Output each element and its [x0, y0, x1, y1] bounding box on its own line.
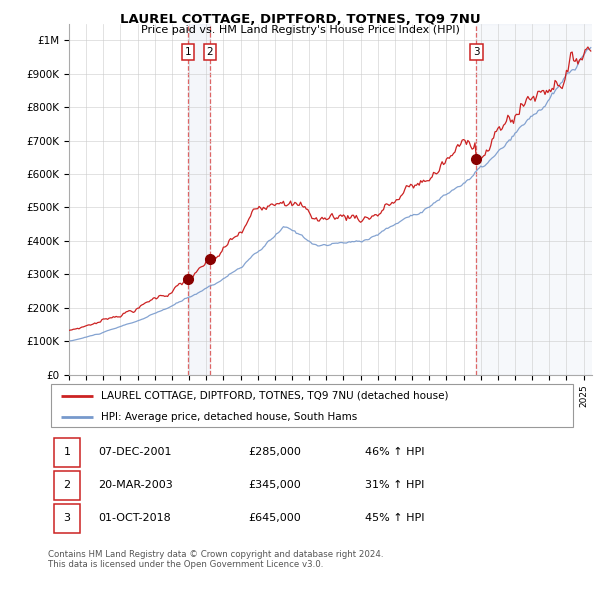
Text: LAUREL COTTAGE, DIPTFORD, TOTNES, TQ9 7NU (detached house): LAUREL COTTAGE, DIPTFORD, TOTNES, TQ9 7N…	[101, 391, 448, 401]
Text: 07-DEC-2001: 07-DEC-2001	[98, 447, 172, 457]
Text: 2: 2	[206, 47, 214, 57]
Bar	[476, 24, 600, 375]
FancyBboxPatch shape	[55, 504, 80, 533]
Text: LAUREL COTTAGE, DIPTFORD, TOTNES, TQ9 7NU: LAUREL COTTAGE, DIPTFORD, TOTNES, TQ9 7N…	[119, 13, 481, 26]
Text: Price paid vs. HM Land Registry's House Price Index (HPI): Price paid vs. HM Land Registry's House …	[140, 25, 460, 35]
Text: £285,000: £285,000	[248, 447, 302, 457]
Text: 01-OCT-2018: 01-OCT-2018	[98, 513, 171, 523]
FancyBboxPatch shape	[55, 471, 80, 500]
Text: 1: 1	[64, 447, 71, 457]
Text: 3: 3	[473, 47, 480, 57]
Text: 2: 2	[64, 480, 71, 490]
Text: Contains HM Land Registry data © Crown copyright and database right 2024.
This d: Contains HM Land Registry data © Crown c…	[48, 550, 383, 569]
Text: 45% ↑ HPI: 45% ↑ HPI	[365, 513, 424, 523]
Text: 20-MAR-2003: 20-MAR-2003	[98, 480, 173, 490]
FancyBboxPatch shape	[55, 438, 80, 467]
Text: 3: 3	[64, 513, 71, 523]
Text: £345,000: £345,000	[248, 480, 301, 490]
Text: £645,000: £645,000	[248, 513, 301, 523]
Text: 1: 1	[185, 47, 191, 57]
FancyBboxPatch shape	[50, 385, 574, 427]
Text: 31% ↑ HPI: 31% ↑ HPI	[365, 480, 424, 490]
Text: HPI: Average price, detached house, South Hams: HPI: Average price, detached house, Sout…	[101, 412, 357, 422]
Text: 46% ↑ HPI: 46% ↑ HPI	[365, 447, 424, 457]
Bar	[188, 24, 210, 375]
